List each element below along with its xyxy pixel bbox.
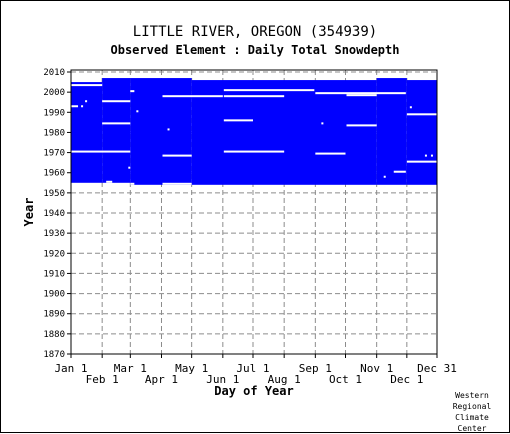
missing-segment-29 (106, 180, 113, 183)
missing-segment-25 (406, 160, 437, 163)
missing-segment-5 (315, 92, 406, 95)
y-tick-label-1900: 1900 (43, 290, 65, 300)
x-tick-label-feb-1: Feb 1 (86, 373, 119, 386)
x-tick-label-jul-1: Jul 1 (236, 362, 269, 375)
missing-segment-18 (167, 128, 170, 131)
missing-segment-15 (102, 122, 131, 125)
missing-segment-4 (223, 95, 285, 98)
y-tick-label-1920: 1920 (43, 249, 65, 259)
missing-segment-8 (85, 100, 88, 103)
y-tick-label-1890: 1890 (43, 310, 65, 320)
missing-segment-7 (102, 100, 131, 103)
x-axis-label: Day of Year (214, 384, 293, 398)
data-block-2 (130, 78, 192, 185)
missing-segment-14 (223, 119, 253, 122)
x-tick-label-dec-1: Dec 1 (390, 373, 423, 386)
missing-segment-10 (81, 105, 84, 108)
credit-line-1: Western (455, 391, 489, 400)
x-tick-label-may-1: May 1 (175, 362, 208, 375)
x-tick-label-jun-1: Jun 1 (206, 373, 239, 386)
chart-title: LITTLE RIVER, OREGON (354939) (132, 24, 378, 40)
credit-line-3: Climate (455, 413, 489, 422)
data-block-5 (406, 80, 437, 185)
missing-segment-31 (162, 182, 192, 185)
wrcc-credit: Western Regional Climate Center (448, 390, 496, 434)
missing-segment-16 (321, 122, 324, 125)
missing-segment-28 (383, 175, 386, 178)
y-tick-label-2010: 2010 (43, 68, 65, 78)
x-tick-label-apr-1: Apr 1 (145, 373, 178, 386)
y-tick-label-1880: 1880 (43, 330, 65, 340)
y-tick-label-1910: 1910 (43, 269, 65, 279)
missing-segment-1 (130, 90, 135, 93)
missing-segment-27 (393, 170, 406, 173)
x-tick-label-jan-1: Jan 1 (54, 362, 87, 375)
x-tick-label-oct-1: Oct 1 (329, 373, 362, 386)
missing-segment-30 (130, 182, 135, 185)
y-tick-label-1960: 1960 (43, 169, 65, 179)
missing-segment-0 (71, 84, 103, 87)
x-tick-label-nov-1: Nov 1 (360, 362, 393, 375)
missing-segment-12 (136, 110, 139, 113)
data-block-3 (191, 80, 377, 185)
y-tick-label-1970: 1970 (43, 149, 65, 159)
plot-border (70, 69, 438, 355)
missing-segment-9 (71, 105, 79, 108)
credit-line-4: Center (457, 424, 487, 433)
missing-segment-11 (409, 106, 412, 109)
y-tick-label-1990: 1990 (43, 108, 65, 118)
missing-segment-3 (223, 89, 315, 92)
data-block-1 (102, 78, 131, 183)
y-axis-label: Year (22, 198, 36, 227)
missing-segment-24 (430, 154, 433, 157)
x-tick-label-dec-31: Dec 31 (417, 362, 457, 375)
missing-segment-23 (424, 154, 427, 157)
missing-segment-6 (346, 94, 377, 97)
y-tick-label-1950: 1950 (43, 189, 65, 199)
data-block-4 (376, 78, 407, 185)
missing-segment-20 (223, 150, 285, 153)
missing-segment-13 (406, 113, 437, 116)
y-tick-label-1930: 1930 (43, 229, 65, 239)
data-block-0 (71, 82, 103, 183)
y-tick-label-1980: 1980 (43, 128, 65, 138)
missing-segment-26 (128, 166, 131, 169)
missing-segment-17 (346, 124, 377, 127)
chart-subtitle: Observed Element : Daily Total Snowdepth (110, 43, 400, 57)
missing-segment-19 (71, 150, 131, 153)
y-tick-label-1870: 1870 (43, 350, 65, 360)
y-tick-label-2000: 2000 (43, 88, 65, 98)
missing-segment-21 (315, 152, 346, 155)
credit-line-2: Regional (452, 402, 492, 411)
x-tick-label-sep-1: Sep 1 (299, 362, 332, 375)
missing-segment-22 (162, 154, 192, 157)
missing-segment-2 (162, 95, 223, 98)
x-tick-label-aug-1: Aug 1 (268, 373, 301, 386)
x-tick-label-mar-1: Mar 1 (114, 362, 147, 375)
y-tick-label-1940: 1940 (43, 209, 65, 219)
